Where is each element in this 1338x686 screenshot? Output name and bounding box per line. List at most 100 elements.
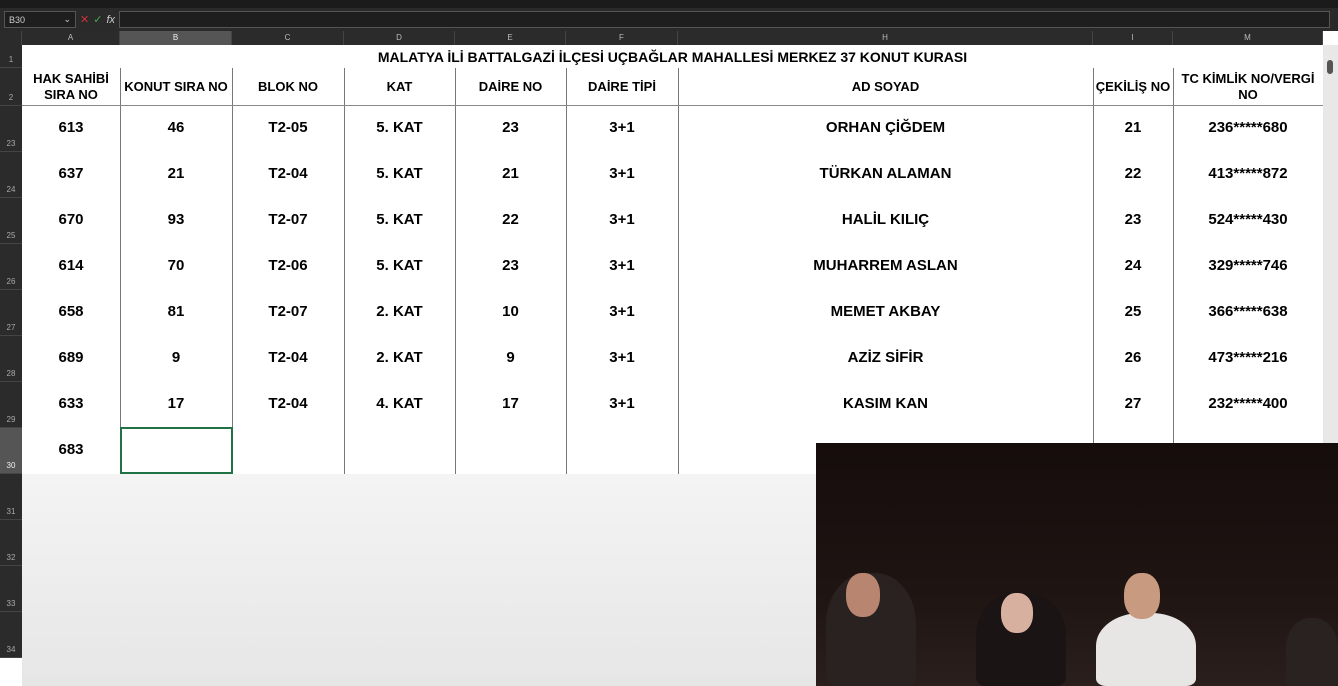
table-cell[interactable]: T2-04: [268, 165, 308, 182]
row-header[interactable]: 2: [0, 68, 22, 106]
table-cell[interactable]: 633: [58, 395, 84, 412]
column-header[interactable]: B: [120, 31, 232, 45]
table-cell[interactable]: 23: [502, 257, 519, 274]
row-header[interactable]: 33: [0, 566, 22, 612]
table-cell[interactable]: 3+1: [609, 211, 635, 228]
table-cell[interactable]: 232*****400: [1208, 395, 1288, 412]
table-cell[interactable]: T2-07: [268, 303, 308, 320]
column-header[interactable]: H: [678, 31, 1093, 45]
person-3: [1096, 613, 1196, 686]
column-header[interactable]: A: [22, 31, 120, 45]
row-header[interactable]: 27: [0, 290, 22, 336]
table-cell[interactable]: 93: [167, 211, 185, 228]
row-header[interactable]: 1: [0, 45, 22, 68]
table-cell[interactable]: T2-07: [268, 211, 308, 228]
formula-input[interactable]: [119, 11, 1330, 28]
person-2-face: [1001, 593, 1033, 633]
table-cell[interactable]: 26: [1124, 349, 1142, 366]
confirm-icon[interactable]: ✓: [93, 14, 103, 26]
column-title: KONUT SIRA NO: [120, 68, 232, 106]
table-cell[interactable]: ORHAN ÇİĞDEM: [825, 119, 946, 136]
table-cell[interactable]: 670: [58, 211, 84, 228]
name-box[interactable]: B30 ⌄: [4, 11, 76, 28]
table-cell[interactable]: 473*****216: [1208, 349, 1288, 366]
column-header[interactable]: E: [455, 31, 566, 45]
column-header[interactable]: F: [566, 31, 678, 45]
table-cell[interactable]: 9: [506, 349, 515, 366]
row-header[interactable]: 32: [0, 520, 22, 566]
table-cell[interactable]: 5. KAT: [376, 257, 423, 274]
table-cell[interactable]: 5. KAT: [376, 119, 423, 136]
table-cell[interactable]: MEMET AKBAY: [830, 303, 941, 320]
table-cell[interactable]: 3+1: [609, 257, 635, 274]
table-cell[interactable]: KASIM KAN: [843, 395, 928, 412]
table-cell[interactable]: 9: [171, 349, 181, 366]
row-header[interactable]: 34: [0, 612, 22, 658]
table-cell[interactable]: 366*****638: [1208, 303, 1288, 320]
table-cell[interactable]: 3+1: [609, 395, 635, 412]
row-header[interactable]: 28: [0, 336, 22, 382]
table-cell[interactable]: 2. KAT: [376, 303, 423, 320]
vertical-scrollbar[interactable]: [1323, 45, 1338, 445]
scrollbar-thumb[interactable]: [1327, 60, 1333, 74]
table-cell[interactable]: 689: [58, 349, 84, 366]
table-cell[interactable]: 21: [1124, 119, 1142, 136]
column-header[interactable]: D: [344, 31, 455, 45]
table-cell[interactable]: 236*****680: [1208, 119, 1288, 136]
person-1-face: [846, 573, 880, 617]
row-header[interactable]: 23: [0, 106, 22, 152]
table-cell[interactable]: 25: [1124, 303, 1142, 320]
selected-cell[interactable]: [120, 427, 233, 474]
table-cell[interactable]: 5. KAT: [376, 165, 423, 182]
row-header[interactable]: 24: [0, 152, 22, 198]
table-cell[interactable]: 613: [58, 119, 84, 136]
table-cell[interactable]: 413*****872: [1208, 165, 1288, 182]
table-cell[interactable]: 21: [167, 165, 185, 182]
table-cell[interactable]: 70: [167, 257, 185, 274]
table-cell[interactable]: T2-05: [268, 119, 308, 136]
function-icon[interactable]: fx: [106, 13, 115, 26]
table-cell[interactable]: 22: [502, 211, 519, 228]
table-cell[interactable]: AZİZ SİFİR: [847, 349, 924, 366]
table-cell[interactable]: 46: [167, 119, 185, 136]
table-cell[interactable]: T2-06: [268, 257, 308, 274]
table-cell[interactable]: 683: [58, 441, 84, 458]
table-cell[interactable]: 658: [58, 303, 84, 320]
table-cell[interactable]: T2-04: [268, 395, 308, 412]
column-header[interactable]: M: [1173, 31, 1323, 45]
table-cell[interactable]: 3+1: [609, 119, 635, 136]
table-cell[interactable]: TÜRKAN ALAMAN: [819, 165, 952, 182]
table-cell[interactable]: 3+1: [609, 349, 635, 366]
table-cell[interactable]: 27: [1124, 395, 1142, 412]
table-cell[interactable]: 24: [1124, 257, 1142, 274]
table-cell[interactable]: 4. KAT: [376, 395, 423, 412]
table-cell[interactable]: 10: [502, 303, 519, 320]
column-header[interactable]: I: [1093, 31, 1173, 45]
row-header[interactable]: 25: [0, 198, 22, 244]
column-header[interactable]: C: [232, 31, 344, 45]
select-all-corner[interactable]: [0, 31, 22, 45]
row-header[interactable]: 30: [0, 428, 22, 474]
table-cell[interactable]: 17: [167, 395, 185, 412]
table-cell[interactable]: 17: [502, 395, 519, 412]
table-cell[interactable]: 3+1: [609, 303, 635, 320]
row-header[interactable]: 31: [0, 474, 22, 520]
table-cell[interactable]: T2-04: [268, 349, 308, 366]
cancel-icon[interactable]: ✕: [80, 14, 90, 26]
table-cell[interactable]: 637: [58, 165, 84, 182]
table-cell[interactable]: 329*****746: [1208, 257, 1288, 274]
table-cell[interactable]: 614: [58, 257, 84, 274]
table-cell[interactable]: 21: [502, 165, 519, 182]
table-cell[interactable]: MUHARREM ASLAN: [813, 257, 958, 274]
table-cell[interactable]: HALİL KILIÇ: [841, 211, 930, 228]
table-cell[interactable]: 524*****430: [1208, 211, 1288, 228]
row-header[interactable]: 26: [0, 244, 22, 290]
table-cell[interactable]: 81: [167, 303, 185, 320]
table-cell[interactable]: 23: [502, 119, 519, 136]
table-cell[interactable]: 2. KAT: [376, 349, 423, 366]
table-cell[interactable]: 5. KAT: [376, 211, 423, 228]
row-header[interactable]: 29: [0, 382, 22, 428]
table-cell[interactable]: 23: [1124, 211, 1142, 228]
table-cell[interactable]: 3+1: [609, 165, 635, 182]
table-cell[interactable]: 22: [1124, 165, 1142, 182]
